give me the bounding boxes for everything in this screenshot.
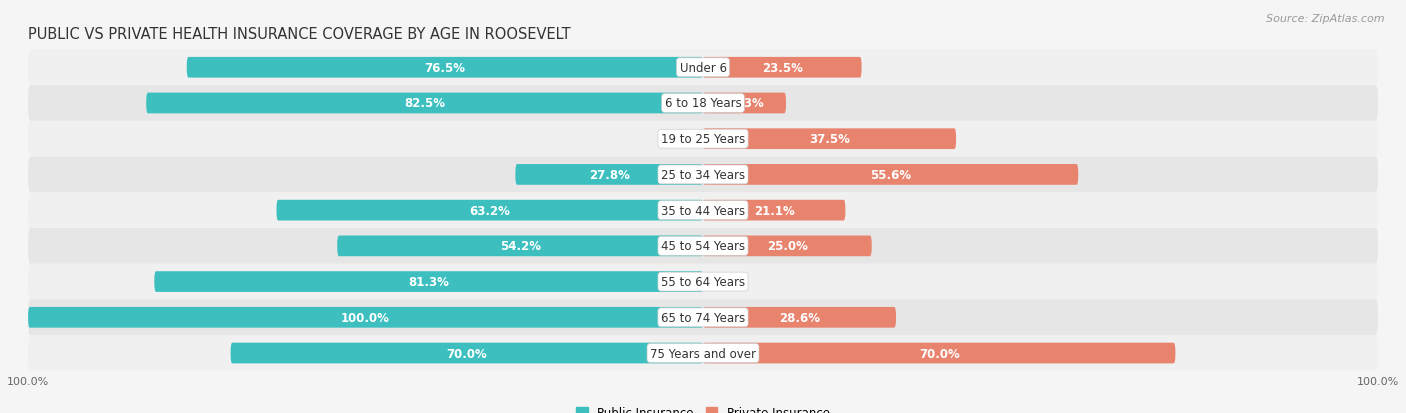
Text: 25.0%: 25.0%	[766, 240, 808, 253]
Text: 65 to 74 Years: 65 to 74 Years	[661, 311, 745, 324]
FancyBboxPatch shape	[231, 343, 703, 363]
Text: 12.3%: 12.3%	[724, 97, 765, 110]
Text: Under 6: Under 6	[679, 62, 727, 75]
FancyBboxPatch shape	[337, 236, 703, 256]
Text: 28.6%: 28.6%	[779, 311, 820, 324]
FancyBboxPatch shape	[703, 307, 896, 328]
FancyBboxPatch shape	[516, 165, 703, 185]
FancyBboxPatch shape	[187, 58, 703, 78]
Text: 6 to 18 Years: 6 to 18 Years	[665, 97, 741, 110]
Text: 23.5%: 23.5%	[762, 62, 803, 75]
Text: 70.0%: 70.0%	[920, 347, 959, 360]
FancyBboxPatch shape	[28, 307, 703, 328]
FancyBboxPatch shape	[703, 93, 786, 114]
Text: 35 to 44 Years: 35 to 44 Years	[661, 204, 745, 217]
FancyBboxPatch shape	[703, 343, 1175, 363]
FancyBboxPatch shape	[28, 50, 1378, 86]
Text: 45 to 54 Years: 45 to 54 Years	[661, 240, 745, 253]
Text: 82.5%: 82.5%	[404, 97, 446, 110]
Text: 55.6%: 55.6%	[870, 169, 911, 181]
Text: 63.2%: 63.2%	[470, 204, 510, 217]
Text: 21.1%: 21.1%	[754, 204, 794, 217]
FancyBboxPatch shape	[277, 200, 703, 221]
Text: 55 to 64 Years: 55 to 64 Years	[661, 275, 745, 288]
FancyBboxPatch shape	[28, 228, 1378, 264]
FancyBboxPatch shape	[28, 86, 1378, 121]
FancyBboxPatch shape	[703, 200, 845, 221]
Text: 75 Years and over: 75 Years and over	[650, 347, 756, 360]
FancyBboxPatch shape	[28, 193, 1378, 228]
Text: 19 to 25 Years: 19 to 25 Years	[661, 133, 745, 146]
Text: 70.0%: 70.0%	[447, 347, 486, 360]
Legend: Public Insurance, Private Insurance: Public Insurance, Private Insurance	[571, 401, 835, 413]
FancyBboxPatch shape	[28, 157, 1378, 193]
Text: Source: ZipAtlas.com: Source: ZipAtlas.com	[1267, 14, 1385, 24]
Text: 27.8%: 27.8%	[589, 169, 630, 181]
FancyBboxPatch shape	[28, 264, 1378, 300]
FancyBboxPatch shape	[703, 129, 956, 150]
Text: 100.0%: 100.0%	[342, 311, 389, 324]
Text: 54.2%: 54.2%	[499, 240, 541, 253]
FancyBboxPatch shape	[155, 272, 703, 292]
FancyBboxPatch shape	[146, 93, 703, 114]
FancyBboxPatch shape	[703, 165, 1078, 185]
FancyBboxPatch shape	[28, 335, 1378, 371]
FancyBboxPatch shape	[703, 236, 872, 256]
FancyBboxPatch shape	[28, 121, 1378, 157]
FancyBboxPatch shape	[703, 58, 862, 78]
Text: 0.0%: 0.0%	[659, 133, 689, 146]
Text: 76.5%: 76.5%	[425, 62, 465, 75]
Text: 25 to 34 Years: 25 to 34 Years	[661, 169, 745, 181]
Text: PUBLIC VS PRIVATE HEALTH INSURANCE COVERAGE BY AGE IN ROOSEVELT: PUBLIC VS PRIVATE HEALTH INSURANCE COVER…	[28, 26, 571, 41]
Text: 37.5%: 37.5%	[808, 133, 851, 146]
Text: 0.0%: 0.0%	[717, 275, 747, 288]
FancyBboxPatch shape	[28, 300, 1378, 335]
Text: 81.3%: 81.3%	[408, 275, 449, 288]
